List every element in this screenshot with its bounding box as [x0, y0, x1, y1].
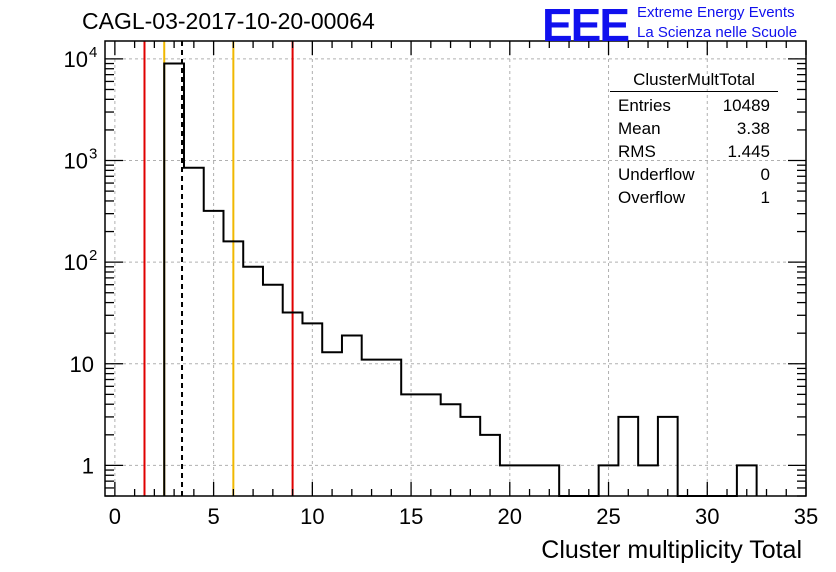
y-tick-label: 10	[70, 352, 94, 377]
x-tick-label: 25	[596, 504, 620, 529]
stats-row: Entries 10489	[610, 94, 778, 117]
y-tick-exponent: 4	[89, 44, 97, 61]
plot-frame	[104, 40, 807, 497]
y-tick-label: 10	[64, 149, 88, 174]
x-tick-label: 35	[794, 504, 818, 529]
page-title: CAGL-03-2017-10-20-00064	[82, 8, 375, 34]
x-tick-label: 5	[207, 504, 219, 529]
logo-line-1: Extreme Energy Events	[637, 4, 795, 21]
stats-box: ClusterMultTotal Entries 10489 Mean 3.38…	[610, 70, 778, 209]
stats-value: 1.445	[727, 142, 770, 161]
stats-label: Overflow	[618, 188, 686, 207]
stats-label: Entries	[618, 96, 671, 115]
stats-label: RMS	[618, 142, 656, 161]
histogram-layer	[163, 62, 758, 497]
stats-label: Mean	[618, 119, 661, 138]
stats-title: ClusterMultTotal	[610, 70, 778, 92]
x-tick-label: 0	[109, 504, 121, 529]
logo-line-2: La Scienza nelle Scuole	[637, 24, 798, 41]
stats-value: 1	[760, 188, 770, 207]
vertical-lines-layer	[143, 41, 294, 496]
stats-row: RMS 1.445	[610, 140, 778, 163]
y-tick-label: 10	[64, 250, 88, 275]
grid-layer	[105, 41, 806, 496]
y-tick-exponent: 3	[89, 146, 97, 163]
stats-value: 10489	[722, 96, 770, 115]
stats-value: 0	[760, 165, 770, 184]
stats-value: 3.38	[736, 119, 770, 138]
x-tick-label: 30	[695, 504, 719, 529]
axes-layer	[104, 40, 807, 497]
y-tick-exponent: 2	[89, 247, 97, 264]
x-tick-label: 10	[300, 504, 324, 529]
x-axis-label: Cluster multiplicity Total	[541, 536, 802, 564]
eee-logo: EEE	[542, 0, 630, 51]
stats-row: Overflow 1	[610, 186, 778, 209]
x-tick-label: 15	[399, 504, 423, 529]
stats-label: Underflow	[618, 165, 695, 184]
x-tick-label: 20	[498, 504, 522, 529]
stats-row: Underflow 0	[610, 163, 778, 186]
histogram-bars	[163, 62, 758, 497]
y-tick-label: 10	[64, 47, 88, 72]
y-tick-label: 1	[82, 453, 94, 478]
stats-row: Mean 3.38	[610, 117, 778, 140]
